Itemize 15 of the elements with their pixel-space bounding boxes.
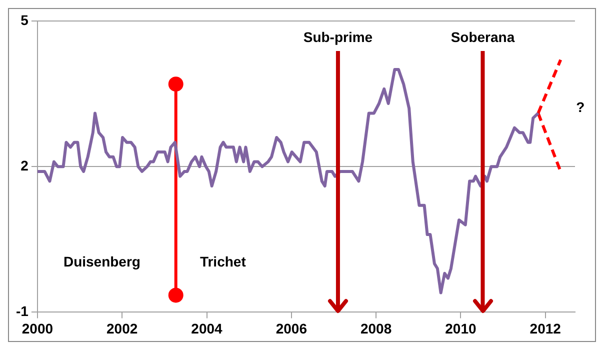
ref-line-label: Soberana <box>450 28 515 45</box>
text: ? <box>576 99 585 116</box>
x-tick-label: 2006 <box>276 320 308 336</box>
y-tick-label: -1 <box>16 303 29 320</box>
ref-line-label: Sub-prime <box>303 28 373 45</box>
x-tick-label: 2010 <box>445 320 476 336</box>
y-tick-label: 5 <box>20 12 29 28</box>
x-tick-label: 2002 <box>106 320 138 336</box>
annotation: Duisenberg <box>63 254 140 270</box>
x-tick-label: 2012 <box>530 320 562 336</box>
x-tick-label: 2008 <box>360 320 392 336</box>
y-tick-label: 2 <box>20 157 29 174</box>
x-tick-label: 2000 <box>22 320 54 336</box>
annotation: Trichet <box>200 254 246 270</box>
x-tick-label: 2004 <box>191 320 223 336</box>
